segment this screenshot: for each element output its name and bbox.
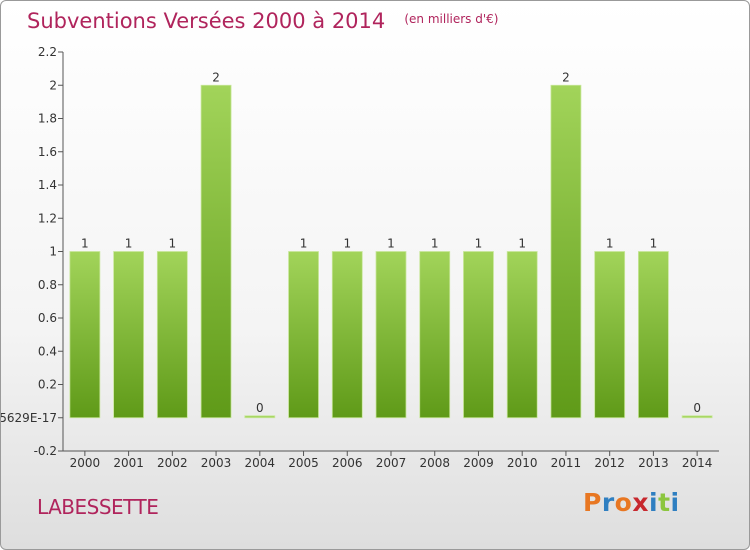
- logo-letter: i: [670, 488, 680, 517]
- x-tick-label: 2002: [157, 456, 188, 470]
- bar: [69, 251, 101, 419]
- y-tick-label: 1.2: [38, 211, 57, 225]
- y-tick-label: 2.2: [38, 45, 57, 59]
- x-tick-label: 2003: [201, 456, 232, 470]
- data-label: 1: [431, 237, 439, 251]
- data-label: 1: [387, 237, 395, 251]
- x-tick-label: 2004: [245, 456, 276, 470]
- x-tick-label: 2008: [419, 456, 450, 470]
- bar: [506, 251, 538, 419]
- bar: [113, 251, 144, 419]
- data-label: 1: [475, 237, 483, 251]
- data-label: 1: [650, 237, 658, 251]
- bar: [288, 251, 319, 419]
- x-tick-label: 2012: [594, 456, 625, 470]
- y-tick-label: -15629E-17: [1, 411, 57, 425]
- data-label: 0: [256, 401, 264, 415]
- x-tick-label: 2006: [332, 456, 363, 470]
- title-row: Subventions Versées 2000 à 2014 (en mill…: [27, 9, 498, 33]
- y-tick-label: 0.4: [38, 344, 57, 358]
- data-label: 1: [125, 237, 133, 251]
- y-tick-label: 1.6: [38, 145, 57, 159]
- data-label: 2: [212, 70, 220, 84]
- x-tick-label: 2011: [551, 456, 582, 470]
- y-tick-label: 0.8: [38, 278, 57, 292]
- x-tick-label: 2009: [463, 456, 494, 470]
- bar: [419, 251, 451, 419]
- x-tick-label: 2001: [113, 456, 144, 470]
- bar: [681, 415, 713, 419]
- logo-letter: o: [614, 488, 633, 517]
- data-label: 1: [169, 237, 177, 251]
- data-label: 1: [606, 237, 614, 251]
- y-tick-label: 0.6: [38, 311, 57, 325]
- x-tick-label: 2010: [507, 456, 538, 470]
- bar: [156, 251, 188, 419]
- logo-letter: r: [601, 488, 615, 517]
- data-label: 1: [518, 237, 526, 251]
- logo-letter: x: [632, 488, 649, 517]
- chart-data-labels: 1 1 1 2 0 1 1 1 1 1 1 2 1 1 0: [81, 70, 701, 415]
- y-tick-label: -0.2: [34, 444, 57, 458]
- logo-letter: i: [649, 488, 659, 517]
- bar: [200, 84, 232, 419]
- y-tick-label: 2: [49, 78, 57, 92]
- x-tick-label: 2013: [638, 456, 669, 470]
- x-tick-label: 2005: [288, 456, 319, 470]
- y-tick-label: 1.4: [38, 178, 57, 192]
- data-label: 1: [300, 237, 308, 251]
- chart-subtitle: (en milliers d'€): [404, 12, 499, 26]
- x-tick-label: 2014: [682, 456, 713, 470]
- chart-title: Subventions Versées 2000 à 2014: [27, 9, 386, 33]
- y-tick-label: 1.8: [38, 112, 57, 126]
- bar: [463, 251, 494, 419]
- x-tick-label: 2007: [376, 456, 407, 470]
- chart-bars: [69, 84, 713, 419]
- commune-name: LABESSETTE: [37, 495, 159, 519]
- bar: [375, 251, 407, 419]
- logo-letter: t: [658, 488, 671, 517]
- proxiti-logo[interactable]: Proxiti: [583, 488, 680, 517]
- data-label: 2: [562, 70, 570, 84]
- data-label: 1: [81, 237, 89, 251]
- data-label: 0: [693, 401, 701, 415]
- bar: [550, 84, 582, 419]
- bar: [638, 251, 669, 419]
- bar: [244, 415, 276, 419]
- y-tick-label: 0.2: [38, 378, 57, 392]
- bar: [594, 251, 626, 419]
- x-tick-label: 2000: [70, 456, 101, 470]
- y-tick-label: 1: [49, 245, 57, 259]
- logo-letter: P: [583, 488, 602, 517]
- bar: [331, 251, 363, 419]
- chart-axes: -0.2 -15629E-17 0.2 0.4 0.6 0.8 1 1.2 1.4 1.6 1.8 2…: [1, 45, 719, 470]
- data-label: 1: [343, 237, 351, 251]
